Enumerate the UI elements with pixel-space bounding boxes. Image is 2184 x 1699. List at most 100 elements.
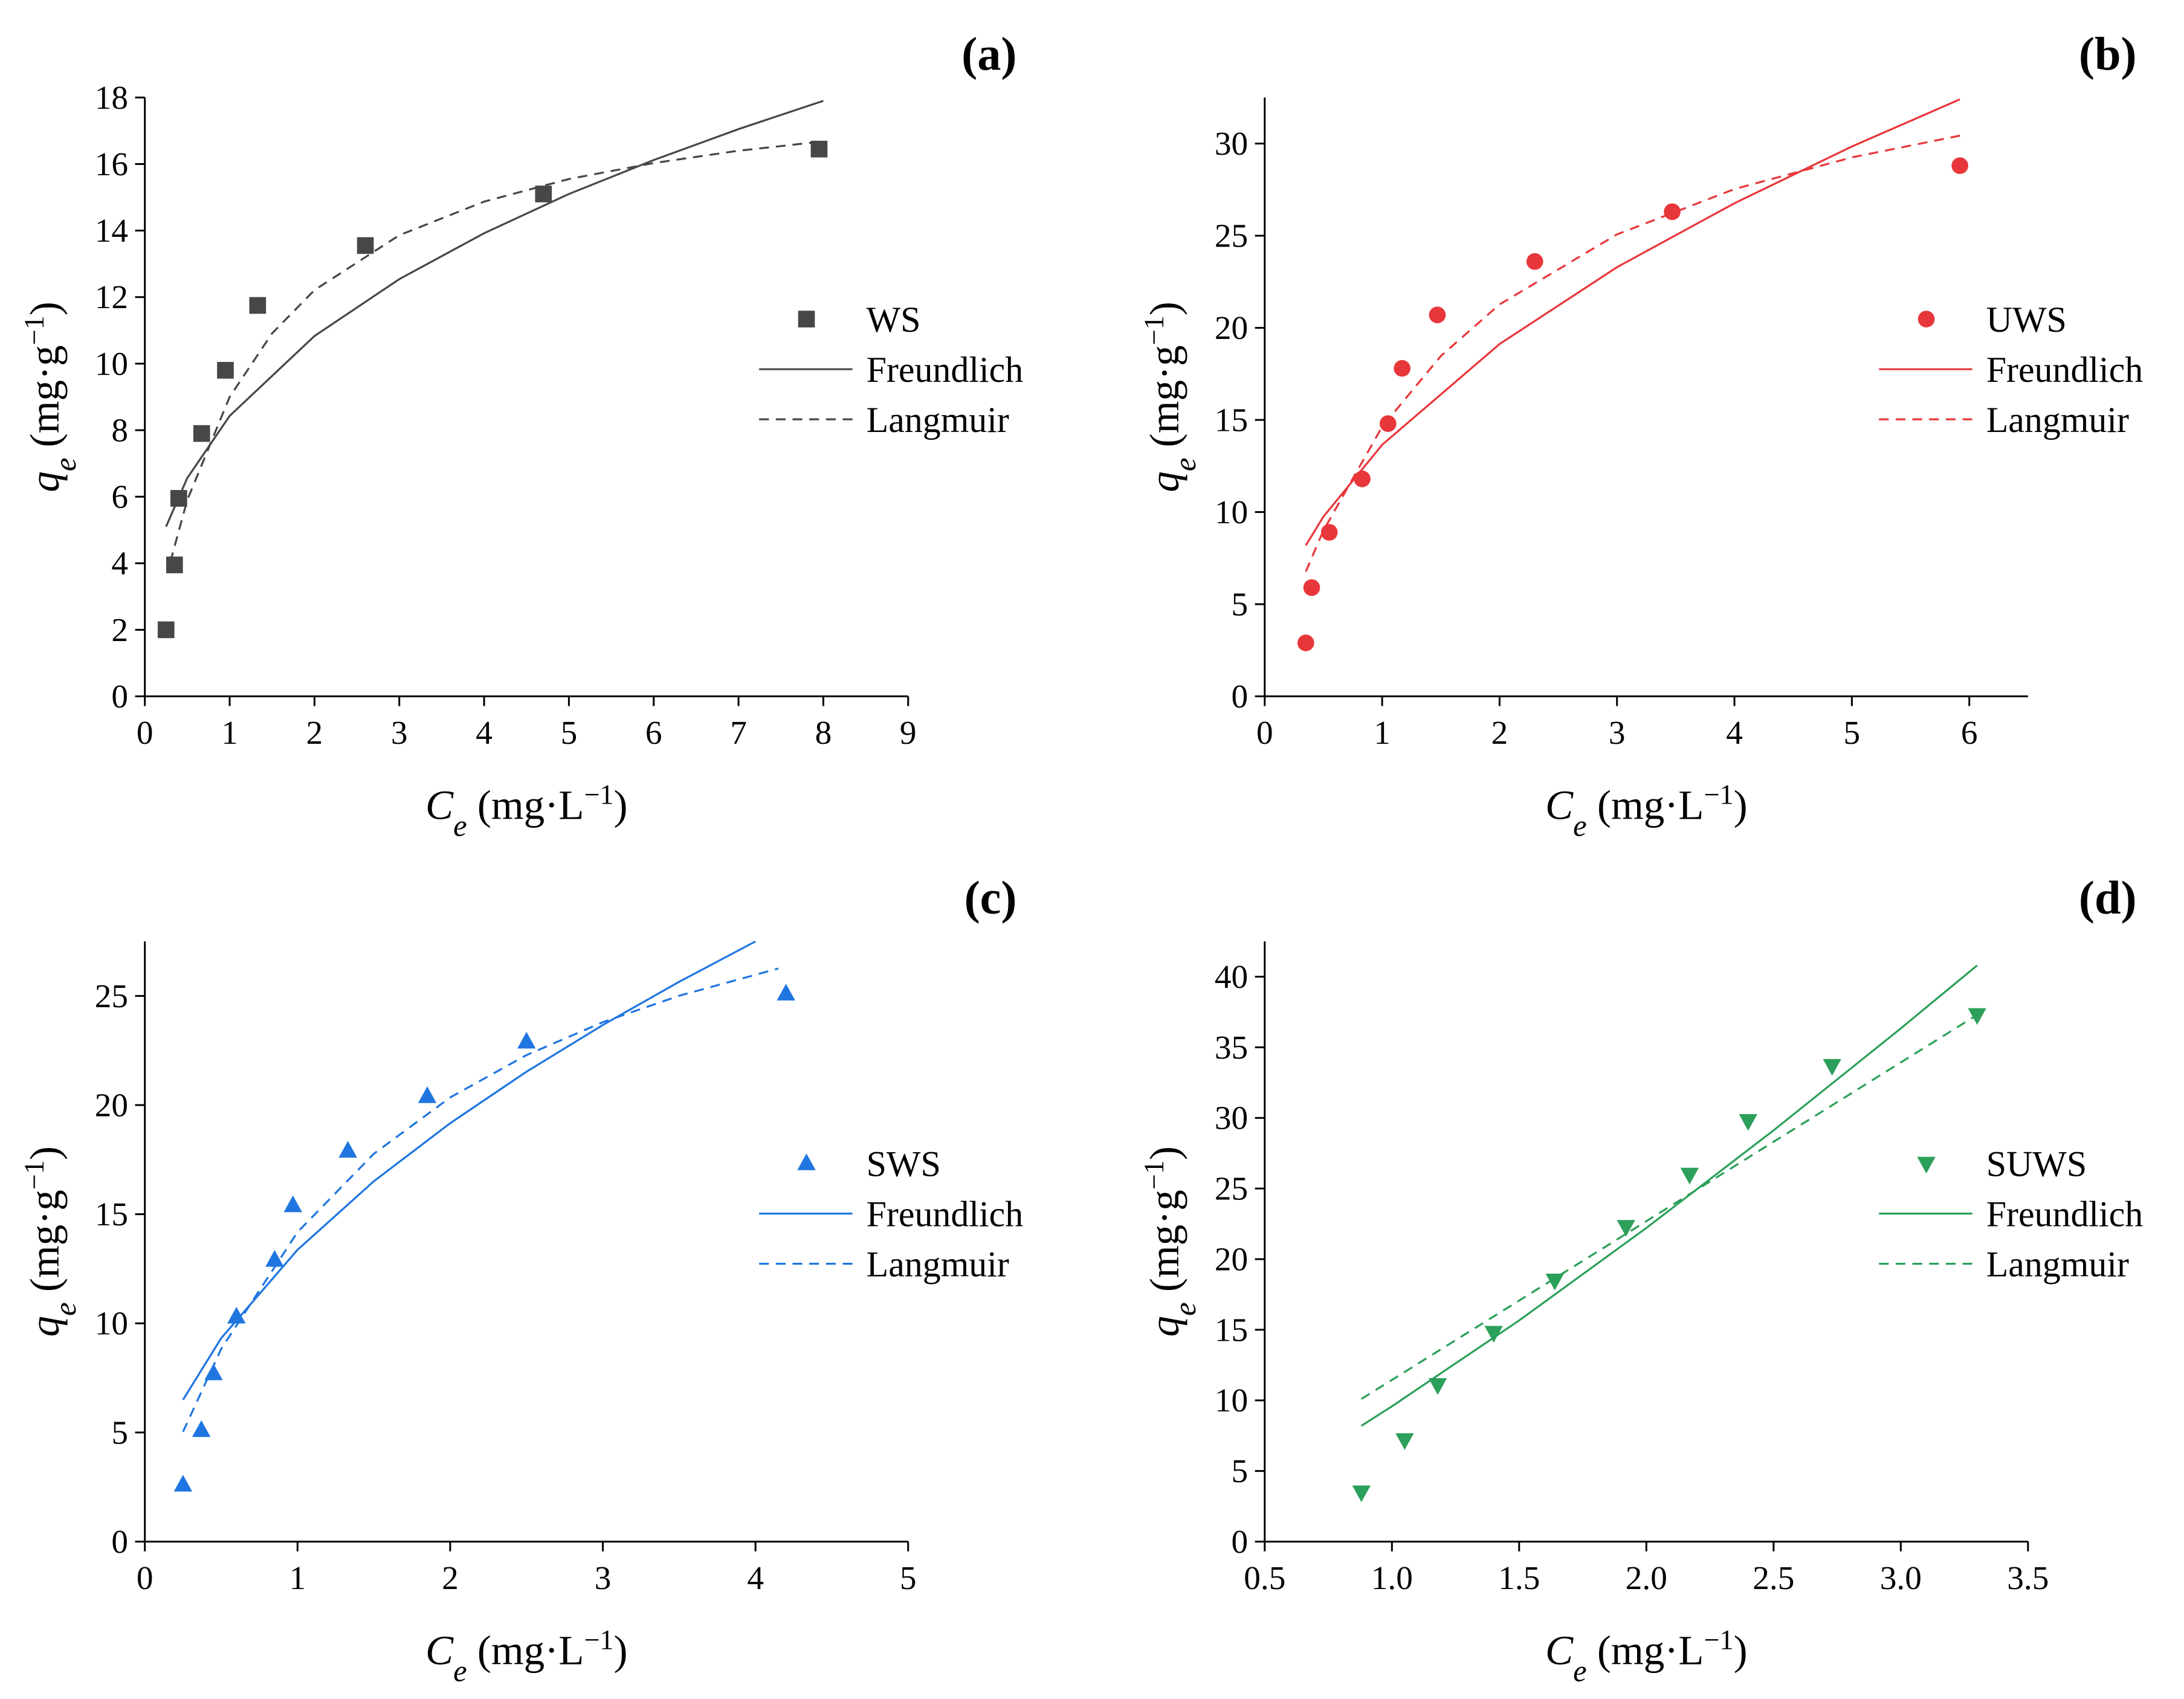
point xyxy=(283,1195,302,1213)
y-tick-label: 25 xyxy=(1215,218,1248,254)
fit-line xyxy=(1360,1014,1978,1400)
label-part: e xyxy=(453,1654,467,1688)
point xyxy=(1617,1220,1635,1237)
y-tick-label: 10 xyxy=(95,1305,128,1342)
label-part: ) xyxy=(21,1146,68,1160)
point xyxy=(1484,1326,1503,1343)
panel-label: (a) xyxy=(961,27,1016,80)
point xyxy=(777,984,795,1001)
x-axis-label: Ce (mg·L−1) xyxy=(425,779,628,843)
y-tick-label: 0 xyxy=(1231,1523,1248,1560)
point xyxy=(1320,524,1338,541)
point xyxy=(418,1086,437,1103)
x-tick-label: 1 xyxy=(1374,714,1391,751)
x-tick-label: 9 xyxy=(900,714,917,751)
y-tick-label: 2 xyxy=(111,611,128,648)
point xyxy=(1297,634,1314,651)
y-tick-label: 10 xyxy=(1215,1382,1248,1419)
point xyxy=(517,1031,536,1049)
x-tick-label: 0.5 xyxy=(1244,1559,1285,1596)
legend-label: SWS xyxy=(867,1144,941,1184)
point xyxy=(157,621,175,639)
y-tick-label: 5 xyxy=(1231,1452,1248,1489)
point xyxy=(217,362,234,379)
point xyxy=(1303,579,1320,596)
legend-marker xyxy=(798,311,815,327)
label-part: C xyxy=(425,1626,454,1673)
label-part: C xyxy=(425,781,454,828)
point xyxy=(1680,1167,1699,1185)
point xyxy=(1380,415,1397,432)
y-tick-label: 4 xyxy=(111,545,128,582)
label-part: (mg·L xyxy=(467,781,584,828)
label-part: −1 xyxy=(584,1624,613,1655)
y-tick-label: 20 xyxy=(95,1086,128,1123)
point xyxy=(1526,253,1543,270)
y-tick-label: 35 xyxy=(1215,1029,1248,1066)
panel-label: (d) xyxy=(2079,871,2137,924)
legend-label: Freundlich xyxy=(867,350,1024,390)
label-part: ) xyxy=(21,301,68,315)
label-part: e xyxy=(48,458,82,472)
x-tick-label: 4 xyxy=(1726,714,1743,751)
label-part: −1 xyxy=(18,1160,49,1190)
x-tick-label: 0 xyxy=(137,714,153,751)
x-tick-label: 5 xyxy=(900,1559,917,1596)
label-part: q xyxy=(1141,471,1187,492)
y-tick-label: 40 xyxy=(1215,958,1248,995)
label-part: ) xyxy=(1141,301,1187,315)
panel-label: (c) xyxy=(964,871,1017,924)
y-axis-label: qe (mg·g−1) xyxy=(18,1146,82,1336)
point xyxy=(265,1249,284,1267)
label-part: ) xyxy=(613,1626,627,1673)
y-tick-label: 5 xyxy=(111,1414,128,1451)
y-tick-label: 0 xyxy=(1231,678,1248,715)
x-tick-label: 1 xyxy=(221,714,238,751)
label-part: q xyxy=(1141,1316,1187,1337)
y-tick-label: 15 xyxy=(95,1196,128,1233)
y-tick-label: 25 xyxy=(95,978,128,1014)
label-part: e xyxy=(453,808,467,842)
point xyxy=(173,1474,193,1492)
label-part: e xyxy=(48,1302,82,1316)
x-axis-label: Ce (mg·L−1) xyxy=(425,1624,628,1688)
point xyxy=(1395,1433,1414,1450)
x-tick-label: 2 xyxy=(1491,714,1508,751)
y-tick-label: 18 xyxy=(95,79,128,116)
fit-line xyxy=(182,967,779,1433)
legend-label: Langmuir xyxy=(1986,1244,2129,1284)
label-part: −1 xyxy=(1138,315,1169,345)
point xyxy=(1545,1274,1564,1291)
x-tick-label: 0 xyxy=(1256,714,1273,751)
label-part: −1 xyxy=(584,779,613,810)
x-axis-label: Ce (mg·L−1) xyxy=(1545,1624,1748,1688)
label-part: (mg·g xyxy=(21,345,68,457)
label-part: (mg·g xyxy=(1141,345,1187,457)
y-tick-label: 14 xyxy=(95,212,128,249)
legend-marker xyxy=(797,1153,816,1170)
panel-label: (b) xyxy=(2079,27,2137,80)
point xyxy=(227,1306,246,1324)
y-tick-label: 20 xyxy=(1215,309,1248,346)
x-tick-label: 3.5 xyxy=(2007,1559,2049,1596)
x-tick-label: 2.5 xyxy=(1753,1559,1794,1596)
y-tick-label: 0 xyxy=(111,678,128,715)
x-tick-label: 2 xyxy=(442,1559,459,1596)
label-part: (mg·L xyxy=(1587,1626,1704,1673)
point xyxy=(1739,1114,1757,1131)
point xyxy=(535,185,552,202)
legend-label: Langmuir xyxy=(867,400,1009,440)
point xyxy=(1428,1378,1447,1395)
y-tick-label: 0 xyxy=(111,1523,128,1560)
x-tick-label: 3 xyxy=(391,714,408,751)
x-tick-label: 3 xyxy=(1609,714,1626,751)
label-part: ) xyxy=(613,781,627,828)
label-part: e xyxy=(1573,1654,1587,1688)
label-part: (mg·L xyxy=(467,1626,584,1673)
legend-marker xyxy=(1917,311,1935,327)
point xyxy=(1352,1485,1371,1503)
point xyxy=(338,1141,357,1158)
point xyxy=(249,297,267,314)
fit-line xyxy=(169,140,824,563)
